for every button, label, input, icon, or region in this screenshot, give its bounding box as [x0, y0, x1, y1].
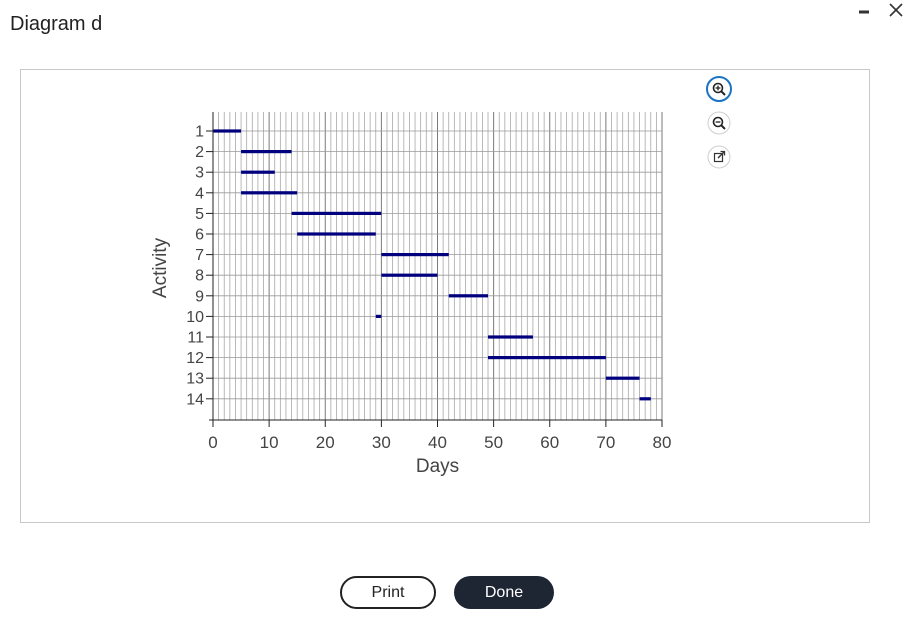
y-tick-label: 3 — [195, 165, 204, 182]
minimize-button[interactable] — [855, 0, 877, 22]
y-tick-label: 4 — [195, 185, 204, 202]
y-tick-label: 8 — [195, 268, 204, 285]
open-external-button[interactable] — [706, 144, 732, 170]
gantt-bar-activity-6 — [297, 232, 376, 236]
chart-panel: 1 2 3 4 5 6 7 8 9 10 11 12 13 14 0 10 20 30 40 50 60 70 80 Day… — [20, 69, 870, 523]
y-tick-label: 1 — [195, 124, 204, 141]
gantt-bar-activity-3 — [241, 170, 275, 174]
y-tick-label: 7 — [195, 247, 204, 264]
y-tick-label: 2 — [195, 144, 204, 161]
x-tick-label: 10 — [260, 433, 279, 452]
done-button[interactable]: Done — [454, 576, 554, 609]
y-axis-label: Activity — [150, 237, 171, 298]
gantt-bar-activity-5 — [291, 211, 382, 215]
print-button[interactable]: Print — [340, 576, 436, 609]
x-tick-label: 50 — [484, 433, 503, 452]
x-tick-label: 70 — [596, 433, 615, 452]
close-icon — [889, 3, 903, 17]
y-tick-label: 9 — [195, 288, 204, 305]
y-tick-label: 14 — [186, 391, 204, 408]
gantt-bar-activity-12 — [488, 356, 606, 360]
x-tick-label: 30 — [372, 433, 391, 452]
x-tick-label: 80 — [653, 433, 672, 452]
y-tick-label: 10 — [186, 309, 204, 326]
chart-bars — [213, 129, 651, 401]
y-tick-label: 12 — [186, 350, 204, 367]
gantt-bar-activity-14 — [639, 397, 651, 401]
gantt-bar-activity-13 — [605, 376, 640, 380]
gantt-bar-activity-7 — [381, 253, 449, 257]
gantt-bar-activity-8 — [381, 273, 438, 277]
y-tick-label: 5 — [195, 206, 204, 223]
zoom-in-icon — [706, 76, 732, 102]
gantt-bar-activity-9 — [448, 294, 489, 298]
gantt-bar-activity-11 — [488, 335, 533, 339]
gantt-bar-activity-4 — [241, 191, 298, 195]
x-tick-label: 60 — [540, 433, 559, 452]
gantt-bar-activity-2 — [241, 150, 292, 154]
dialog-title: Diagram d — [10, 13, 103, 35]
minimize-icon — [859, 10, 869, 14]
gantt-bar-activity-10 — [375, 314, 382, 318]
x-tick-label: 0 — [208, 433, 217, 452]
zoom-out-icon — [707, 111, 731, 135]
open-external-icon — [707, 145, 731, 169]
y-tick-label: 13 — [186, 371, 204, 388]
y-tick-label: 6 — [195, 227, 204, 244]
chart-grid — [212, 112, 663, 420]
x-tick-label: 20 — [316, 433, 335, 452]
x-axis-label: Days — [416, 456, 459, 477]
y-tick-label: 11 — [187, 330, 204, 347]
zoom-in-button[interactable] — [706, 76, 732, 102]
close-button[interactable] — [885, 0, 907, 22]
gantt-bar-activity-1 — [213, 129, 242, 133]
zoom-out-button[interactable] — [706, 110, 732, 136]
x-tick-label: 40 — [428, 433, 447, 452]
